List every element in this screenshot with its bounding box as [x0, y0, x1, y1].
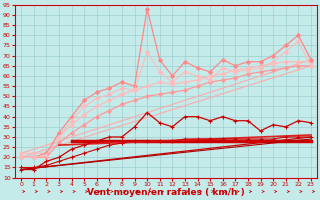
- X-axis label: Vent moyen/en rafales ( km/h ): Vent moyen/en rafales ( km/h ): [87, 188, 245, 197]
